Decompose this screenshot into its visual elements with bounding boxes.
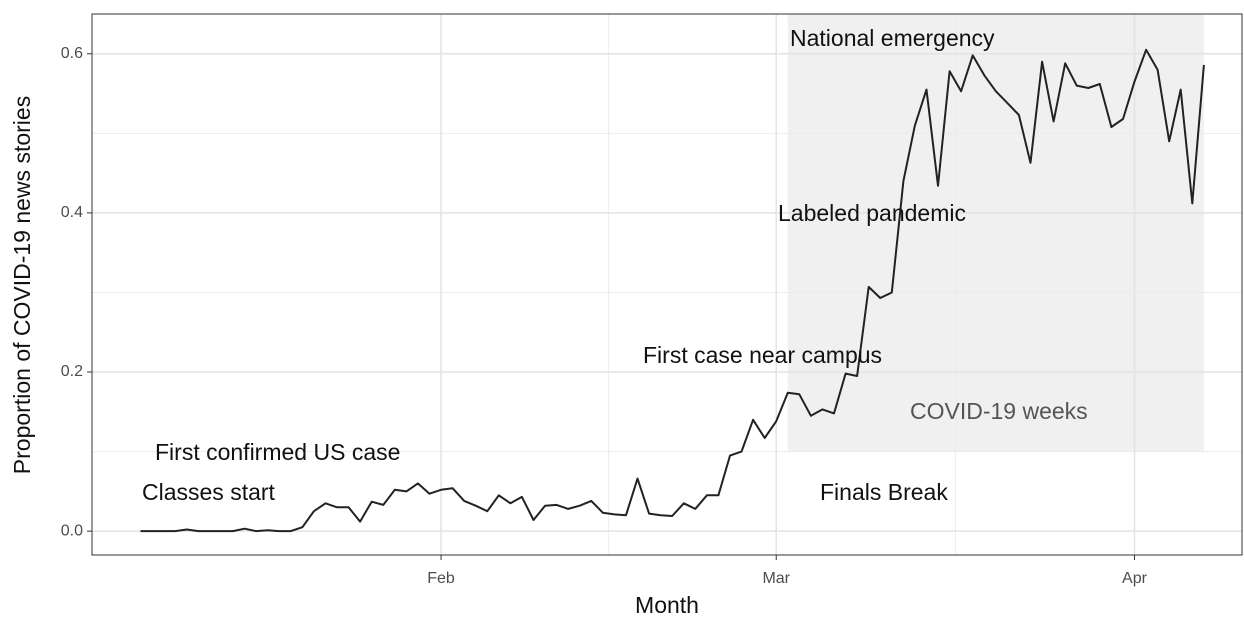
annotation: National emergency bbox=[790, 25, 995, 51]
annotation: First confirmed US case bbox=[155, 439, 400, 465]
y-tick-label: 0.2 bbox=[61, 363, 83, 380]
x-tick-label: Feb bbox=[427, 570, 455, 587]
panel-border bbox=[91, 13, 1243, 556]
annotation: Labeled pandemic bbox=[778, 200, 966, 226]
annotation: Classes start bbox=[142, 479, 276, 505]
y-tick-label: 0.4 bbox=[61, 204, 83, 221]
annotation: COVID-19 weeks bbox=[910, 398, 1088, 424]
shaded-region bbox=[787, 14, 1204, 452]
plot bbox=[140, 48, 1205, 533]
data-line bbox=[140, 48, 1205, 533]
x-tick-label: Apr bbox=[1122, 570, 1148, 587]
x-tick-label: Mar bbox=[762, 570, 790, 587]
y-tick-label: 0.6 bbox=[61, 45, 83, 62]
y-tick-label: 0.0 bbox=[61, 522, 83, 539]
grid: 0.0 0.2 0.4 0.6 Feb Mar Apr bbox=[61, 13, 1243, 587]
x-axis-title: Month bbox=[635, 592, 699, 618]
annotation: Finals Break bbox=[820, 479, 948, 505]
annotation: First case near campus bbox=[643, 342, 882, 368]
y-axis-title: Proportion of COVID-19 news stories bbox=[9, 96, 35, 474]
